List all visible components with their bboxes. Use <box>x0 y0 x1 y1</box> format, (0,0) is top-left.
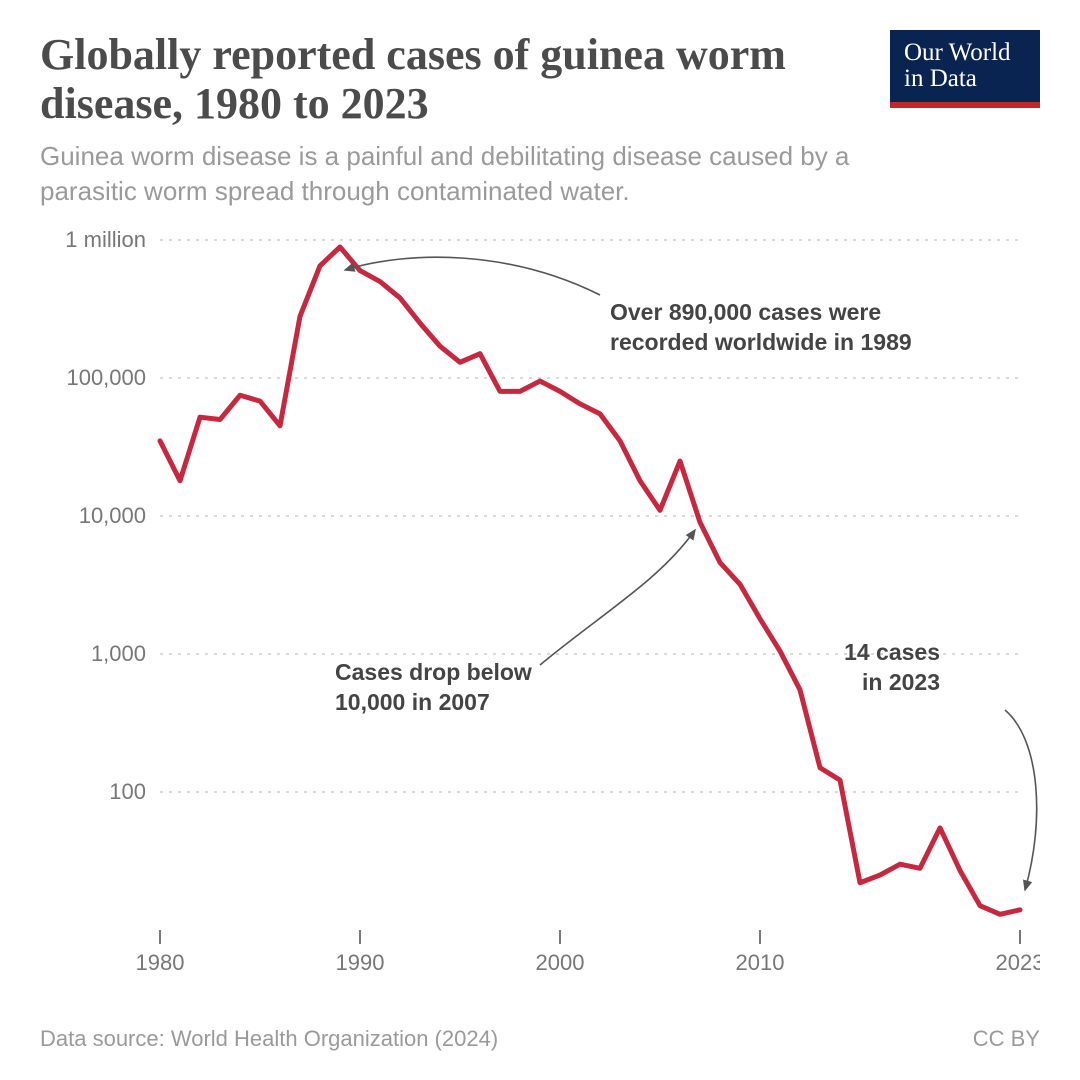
annotation-drop-2007-line2: 10,000 in 2007 <box>335 689 490 715</box>
y-axis-label: 1,000 <box>91 641 146 666</box>
logo-line-1: Our World <box>904 40 1026 66</box>
x-axis-label: 2010 <box>736 950 785 975</box>
data-source-label: Data source: World Health Organization (… <box>40 1026 498 1052</box>
y-axis-label: 100 <box>109 779 146 804</box>
y-axis-label: 1 million <box>65 227 146 252</box>
x-axis-label: 1990 <box>336 950 385 975</box>
license-label: CC BY <box>973 1026 1040 1052</box>
annotation-arrow-end-2023 <box>1005 710 1037 890</box>
annotation-end-2023-line2: in 2023 <box>862 669 940 695</box>
annotation-drop-2007-line1: Cases drop below <box>335 659 532 685</box>
annotation-arrow-drop-2007 <box>540 530 695 665</box>
line-chart: 100 1,000 10,000 100,000 1 million 1980 1990 20… <box>40 220 1040 990</box>
annotation-arrow-peak-1989 <box>345 257 600 295</box>
page-title: Globally reported cases of guinea worm d… <box>40 30 870 129</box>
annotation-peak-1989-line2: recorded worldwide in 1989 <box>610 329 912 355</box>
owid-logo: Our World in Data <box>890 30 1040 108</box>
y-axis-label: 10,000 <box>79 503 146 528</box>
y-axis-label: 100,000 <box>66 365 146 390</box>
logo-line-2: in Data <box>904 66 1026 92</box>
title-block: Globally reported cases of guinea worm d… <box>40 30 890 209</box>
page-subtitle: Guinea worm disease is a painful and deb… <box>40 139 870 209</box>
annotation-peak-1989-line1: Over 890,000 cases were <box>610 299 881 325</box>
x-axis-label: 2000 <box>536 950 585 975</box>
x-axis-label: 2023 <box>996 950 1040 975</box>
footer: Data source: World Health Organization (… <box>40 1026 1040 1052</box>
x-axis-label: 1980 <box>136 950 185 975</box>
chart-area: 100 1,000 10,000 100,000 1 million 1980 1990 20… <box>40 220 1040 990</box>
annotation-end-2023-line1: 14 cases <box>844 639 940 665</box>
